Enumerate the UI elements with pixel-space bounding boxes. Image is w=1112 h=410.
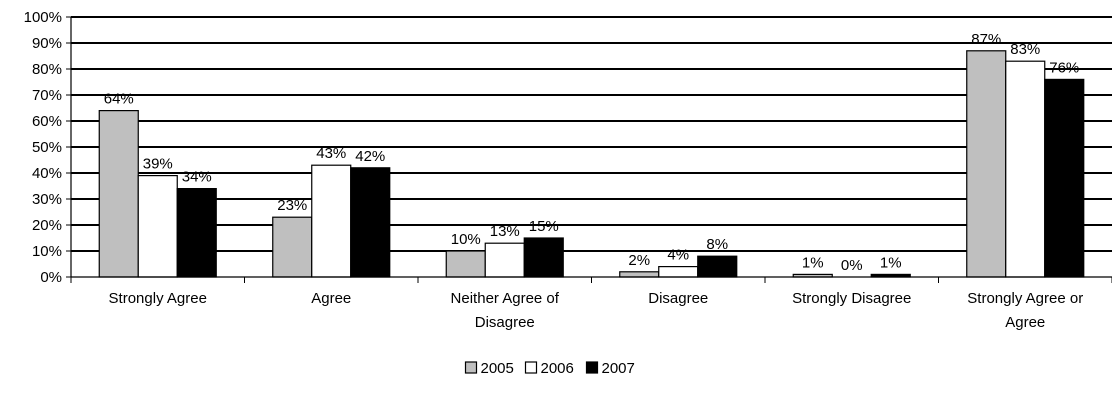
axes — [70, 17, 1112, 283]
category-label: Neither Agree of Disagree — [451, 290, 560, 331]
bar-2006-0 — [137, 175, 178, 278]
y-tick-label: 90% — [32, 35, 62, 52]
y-tick-label: 20% — [32, 217, 62, 234]
bar-2007-1 — [350, 167, 391, 278]
bars — [98, 50, 1085, 278]
bar-2006-1 — [311, 164, 352, 278]
data-label-2005-5: 87% — [971, 31, 1001, 48]
category-label: Strongly Agree — [109, 290, 207, 307]
legend-label-2005: 2005 — [481, 360, 514, 377]
category-label: Strongly Agree or Agree — [967, 290, 1083, 331]
bar-2006-5 — [1005, 60, 1046, 278]
category-label: Strongly Disagree — [792, 290, 911, 307]
data-label-2006-3: 4% — [667, 247, 689, 264]
category-label: Agree — [311, 290, 351, 307]
bar-2005-1 — [272, 216, 313, 278]
data-label-2006-1: 43% — [316, 145, 346, 162]
y-tick-label: 40% — [32, 165, 62, 182]
data-label-2007-5: 76% — [1049, 59, 1079, 76]
y-tick-label: 50% — [32, 139, 62, 156]
data-label-2007-2: 15% — [529, 218, 559, 235]
data-label-2005-1: 23% — [277, 197, 307, 214]
y-tick-label: 80% — [32, 61, 62, 78]
bar-2006-2 — [484, 242, 525, 278]
y-tick-label: 30% — [32, 191, 62, 208]
legend-swatch-2007 — [585, 361, 599, 374]
gridlines — [71, 16, 1112, 252]
data-labels: 64% 23% 10% 2% 1% 87% 39% 43% 13% 4% 0% 83% 34% 42% 15… — [104, 31, 1080, 274]
legend-label-2006: 2006 — [541, 360, 574, 377]
bar-2005-5 — [966, 50, 1007, 278]
data-label-2005-2: 10% — [451, 231, 481, 248]
bar-2007-5 — [1044, 78, 1085, 278]
bar-2007-2 — [523, 237, 564, 278]
legend-swatch-2006 — [524, 361, 538, 374]
legend: 2005 2006 2007 — [464, 360, 635, 377]
data-label-2005-0: 64% — [104, 91, 134, 108]
data-label-2007-1: 42% — [355, 148, 385, 165]
data-label-2007-0: 34% — [182, 169, 212, 186]
category-label: Disagree — [648, 290, 708, 307]
bar-2005-2 — [445, 250, 486, 278]
data-label-2005-4: 1% — [802, 254, 824, 271]
bar-2007-0 — [176, 188, 217, 278]
x-axis-categories: Strongly Agree Agree Neither Agree of Disag… — [109, 290, 1084, 331]
legend-label-2007: 2007 — [602, 360, 635, 377]
data-label-2006-4: 0% — [841, 257, 863, 274]
data-label-2007-3: 8% — [706, 236, 728, 253]
bar-2006-3 — [658, 266, 699, 278]
bar-2005-0 — [98, 109, 139, 278]
legend-swatch-2005 — [464, 361, 478, 374]
data-label-2006-2: 13% — [490, 223, 520, 240]
data-label-2006-5: 83% — [1010, 41, 1040, 58]
y-tick-label: 100% — [24, 9, 62, 26]
y-tick-label: 0% — [40, 269, 62, 286]
y-tick-label: 10% — [32, 243, 62, 260]
y-axis-ticks: 0% 10% 20% 30% 40% 50% 60% 70% 80% 90% 100% — [24, 9, 71, 286]
data-label-2006-0: 39% — [143, 156, 173, 173]
data-label-2007-4: 1% — [880, 254, 902, 271]
y-tick-label: 60% — [32, 113, 62, 130]
y-tick-label: 70% — [32, 87, 62, 104]
data-label-2005-3: 2% — [628, 252, 650, 269]
bar-2005-3 — [619, 271, 660, 278]
bar-2007-3 — [697, 255, 738, 278]
